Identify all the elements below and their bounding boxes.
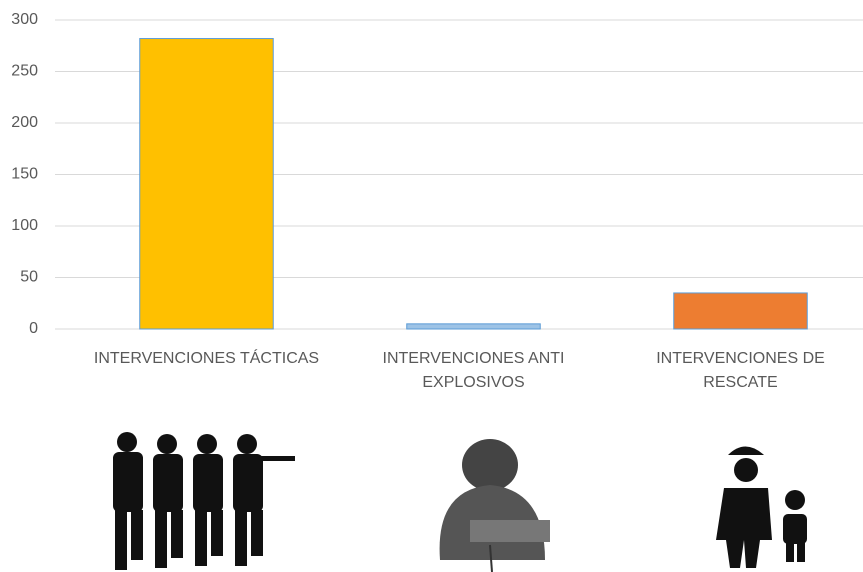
y-tick-label: 250 [11,63,38,80]
x-tick-label: INTERVENCIONES DE RESCATE [626,347,856,395]
tactical-icon [113,432,295,570]
y-tick-label: 150 [11,166,38,183]
y-tick-label: 200 [11,114,38,131]
x-tick-label: INTERVENCIONES TÁCTICAS [92,347,322,371]
y-tick-label: 0 [29,320,38,337]
bar [674,293,808,329]
rescue-icon [716,447,807,569]
bomb-squad-icon [440,439,550,572]
y-tick-label: 50 [20,269,38,286]
bar [140,39,274,329]
bar [407,324,541,329]
y-tick-label: 100 [11,217,38,234]
chart: 0 50 100 150 200 250 300 [0,0,863,572]
y-tick-label: 300 [11,11,38,28]
chart-page: 0 50 100 150 200 250 300 INTERVENCIONES TÁCTIC… [0,0,863,572]
x-tick-label: INTERVENCIONES ANTI EXPLOSIVOS [359,347,589,395]
